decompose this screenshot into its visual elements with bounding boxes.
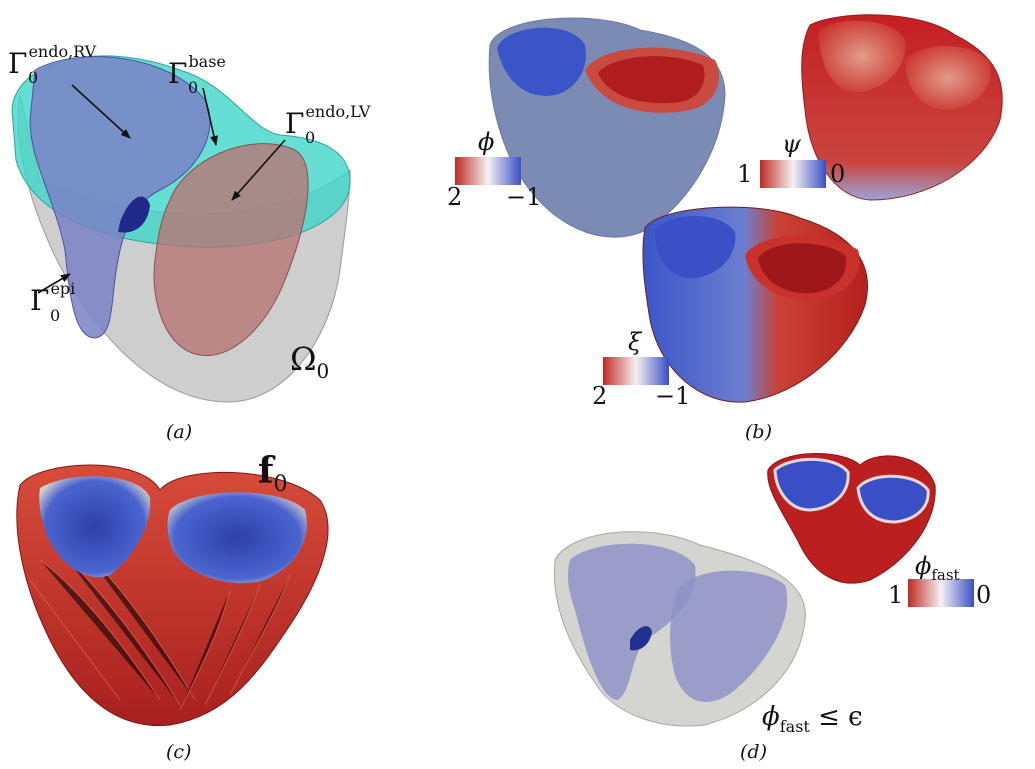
psi-heart: [801, 14, 1003, 201]
phi-right: −1: [506, 183, 541, 211]
xi-left: 2: [592, 382, 607, 410]
panel-c: f0 (c): [16, 450, 329, 763]
label-base-sub: 0: [188, 78, 198, 97]
label-endo-lv: Γendo,LV: [285, 102, 371, 140]
caption-b: (b): [745, 421, 772, 443]
panel-b: ϕ 2 −1 ψ 1 0 ξ 2 −1 (b): [447, 14, 1003, 443]
rv-endocardium-shape: [29, 56, 211, 339]
fibre-rv-cavity: [39, 476, 151, 578]
caption-a: (a): [166, 421, 192, 443]
caption-d: (d): [740, 741, 767, 763]
phi-heart: [488, 17, 726, 238]
panel-a: Γendo,RV 0 Γbase 0 Γendo,LV 0 Γepi 0 Ω0 …: [8, 42, 371, 443]
d-lv-cavity: [670, 570, 788, 702]
arrow-endo-lv: [231, 139, 286, 201]
fibre-strokes: [29, 544, 291, 711]
d-septal-dark: [630, 626, 652, 651]
phi-fast-symbol: ϕfast: [915, 552, 960, 584]
label-f0: f0: [258, 450, 288, 497]
label-endo-rv-sub: 0: [28, 68, 38, 87]
arrow-base: [202, 87, 218, 146]
lv-endocardium-shape: [153, 143, 309, 357]
psi-colorbar: ψ 1 0: [737, 130, 845, 188]
phi-fast-condition: ϕfast ≤ ϵ: [762, 702, 863, 736]
d-rv-cavity: [567, 543, 696, 700]
fibre-lv-cavity: [167, 492, 307, 584]
phi-symbol: ϕ: [478, 128, 494, 156]
label-omega: Ω0: [290, 340, 329, 383]
phi-fast-heart: [767, 453, 936, 584]
xi-heart: [642, 206, 868, 403]
arrow-endo-rv: [71, 84, 131, 139]
label-epi: Γepi: [30, 279, 75, 317]
arrow-epi: [37, 273, 71, 294]
psi-right: 0: [830, 160, 845, 188]
rv-septal-dark: [118, 196, 150, 233]
caption-c: (c): [166, 741, 191, 763]
panel-d: ϕfast 1 0 ϕfast ≤ ϵ (d): [553, 453, 991, 763]
label-epi-sub: 0: [50, 306, 60, 325]
phi-colorbar: ϕ 2 −1: [447, 128, 541, 211]
psi-left: 1: [737, 160, 752, 188]
phi-left: 2: [447, 183, 462, 211]
phi-fast-left: 1: [888, 581, 903, 609]
psi-symbol: ψ: [782, 130, 802, 158]
xi-colorbar: ξ 2 −1: [592, 328, 690, 410]
label-base: Γbase: [168, 52, 226, 90]
label-endo-rv: Γendo,RV: [8, 42, 97, 80]
phi-fast-right: 0: [976, 581, 991, 609]
phi-fast-colorbar: ϕfast 1 0: [888, 552, 991, 609]
label-endo-lv-sub: 0: [305, 128, 315, 147]
xi-right: −1: [655, 382, 690, 410]
xi-symbol: ξ: [628, 328, 643, 356]
